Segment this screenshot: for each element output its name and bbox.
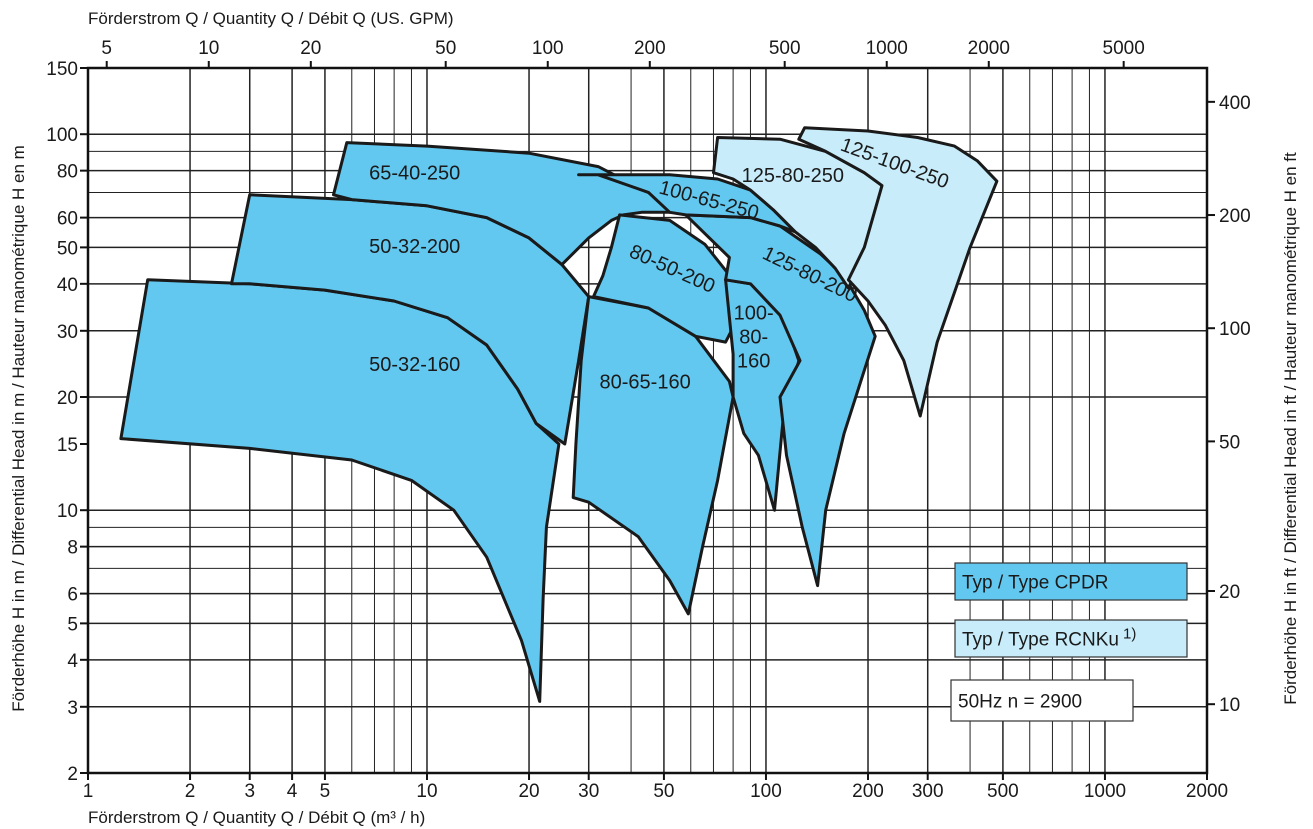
pump-curve-areas: [119, 126, 999, 703]
x-top-tick-label: 20: [300, 38, 321, 59]
x-top-tick-label: 2000: [968, 38, 1010, 59]
y-tick-label: 150: [46, 59, 78, 80]
pump-area-80-65-160: [571, 295, 735, 616]
pump-label-50-32-160: 50-32-160: [369, 354, 460, 376]
legend-swatch: [954, 619, 1188, 658]
y-tick-label: 50: [57, 238, 78, 259]
x-top-tick-label: 5: [101, 38, 112, 59]
y-tick-label: 4: [67, 651, 78, 672]
x-tick-label: 1: [83, 781, 94, 802]
pump-label-text: 100-: [734, 302, 774, 324]
legend-swatch: [950, 679, 1134, 722]
y-tick-label: 100: [46, 125, 78, 146]
x-tick-label: 3: [244, 781, 255, 802]
pump-label-text: 125-80-250: [742, 165, 844, 187]
x-tick-label: 500: [987, 781, 1019, 802]
x-tick-label: 10: [416, 781, 437, 802]
pump-area-125-100-250: [797, 126, 999, 418]
y-tick-label: 30: [57, 322, 78, 343]
y-tick-label: 15: [57, 435, 78, 456]
y-tick-label: 8: [67, 538, 78, 559]
x-tick-label: 100: [750, 781, 782, 802]
x-top-tick-label: 50: [435, 38, 456, 59]
y-right-axis-title: Förderhöhe H in ft / Differential Head i…: [1281, 152, 1300, 705]
y-right-tick-label: 200: [1219, 206, 1251, 227]
axis-ticks: 1 2 3 4 5 10 20 30 50 100 200 300 500 1000 2000Förders…: [9, 9, 1300, 827]
x-tick-label: 20: [518, 781, 539, 802]
x-tick-label: 50: [653, 781, 674, 802]
x-tick-label: 4: [287, 781, 298, 802]
legend-text: Typ / Type RCNKu 1): [962, 626, 1136, 651]
y-tick-label: 10: [57, 501, 78, 522]
y-axis-title: Förderhöhe H in m / Differential Head in…: [9, 145, 28, 712]
pump-label-text: 50-32-200: [369, 236, 460, 258]
x-tick-label: 5: [320, 781, 331, 802]
legend-text: Typ / Type CPDR: [962, 573, 1108, 594]
y-right-tick-label: 10: [1219, 695, 1240, 716]
pump-area-100-65-250: [577, 173, 797, 234]
pump-label-text: 50-32-160: [369, 354, 460, 376]
legend-text: 50Hz n = 2900: [958, 692, 1082, 713]
pump-label-text: 65-40-250: [369, 163, 460, 185]
y-tick-label: 2: [67, 764, 78, 785]
y-right-tick-label: 100: [1219, 319, 1251, 340]
pump-label-50-32-200: 50-32-200: [369, 236, 460, 258]
pump-label-100-80-160: 100-80-160: [734, 302, 774, 372]
y-tick-label: 6: [67, 585, 78, 606]
pump-area-125-80-250: [712, 136, 884, 290]
legend-item-1: Typ / Type CPDR: [954, 562, 1188, 601]
y-right-tick-label: 20: [1219, 582, 1240, 603]
x-tick-label: 1000: [1084, 781, 1126, 802]
legend: Typ / Type CPDR Typ / Type RCNKu 1) 50Hz n …: [950, 562, 1188, 722]
pump-label-125-80-250: 125-80-250: [742, 165, 844, 187]
y-tick-label: 60: [57, 209, 78, 230]
y-right-tick-label: 400: [1219, 93, 1251, 114]
x-tick-label: 300: [912, 781, 944, 802]
legend-item-2: Typ / Type RCNKu 1): [954, 619, 1188, 658]
pump-label-text: 160: [737, 350, 770, 372]
x-top-tick-label: 10: [198, 38, 219, 59]
x-tick-label: 2000: [1186, 781, 1228, 802]
plot-frame: [86, 66, 1209, 775]
y-right-tick-label: 50: [1219, 432, 1240, 453]
x-top-tick-label: 1000: [866, 38, 908, 59]
y-tick-label: 3: [67, 698, 78, 719]
x-axis-title: Förderstrom Q / Quantity Q / Débit Q (m³…: [88, 808, 425, 827]
x-top-tick-label: 5000: [1103, 38, 1145, 59]
pump-label-65-40-250: 65-40-250: [369, 163, 460, 185]
x-tick-label: 2: [185, 781, 196, 802]
y-tick-label: 5: [67, 614, 78, 635]
y-tick-label: 20: [57, 388, 78, 409]
x-tick-label: 200: [852, 781, 884, 802]
x-top-tick-label: 500: [769, 38, 801, 59]
legend-swatch: [954, 562, 1188, 601]
legend-item-3: 50Hz n = 2900: [950, 679, 1134, 722]
y-tick-label: 40: [57, 275, 78, 296]
plot-border: [86, 66, 1209, 775]
x-tick-label: 30: [578, 781, 599, 802]
x-top-tick-label: 200: [634, 38, 666, 59]
pump-label-80-65-160: 80-65-160: [600, 371, 691, 393]
x-top-axis-title: Förderstrom Q / Quantity Q / Débit Q (US…: [88, 9, 454, 28]
x-top-tick-label: 100: [532, 38, 564, 59]
pump-label-text: 80-: [739, 326, 768, 348]
pump-label-text: 80-65-160: [600, 371, 691, 393]
y-tick-label: 80: [57, 162, 78, 183]
